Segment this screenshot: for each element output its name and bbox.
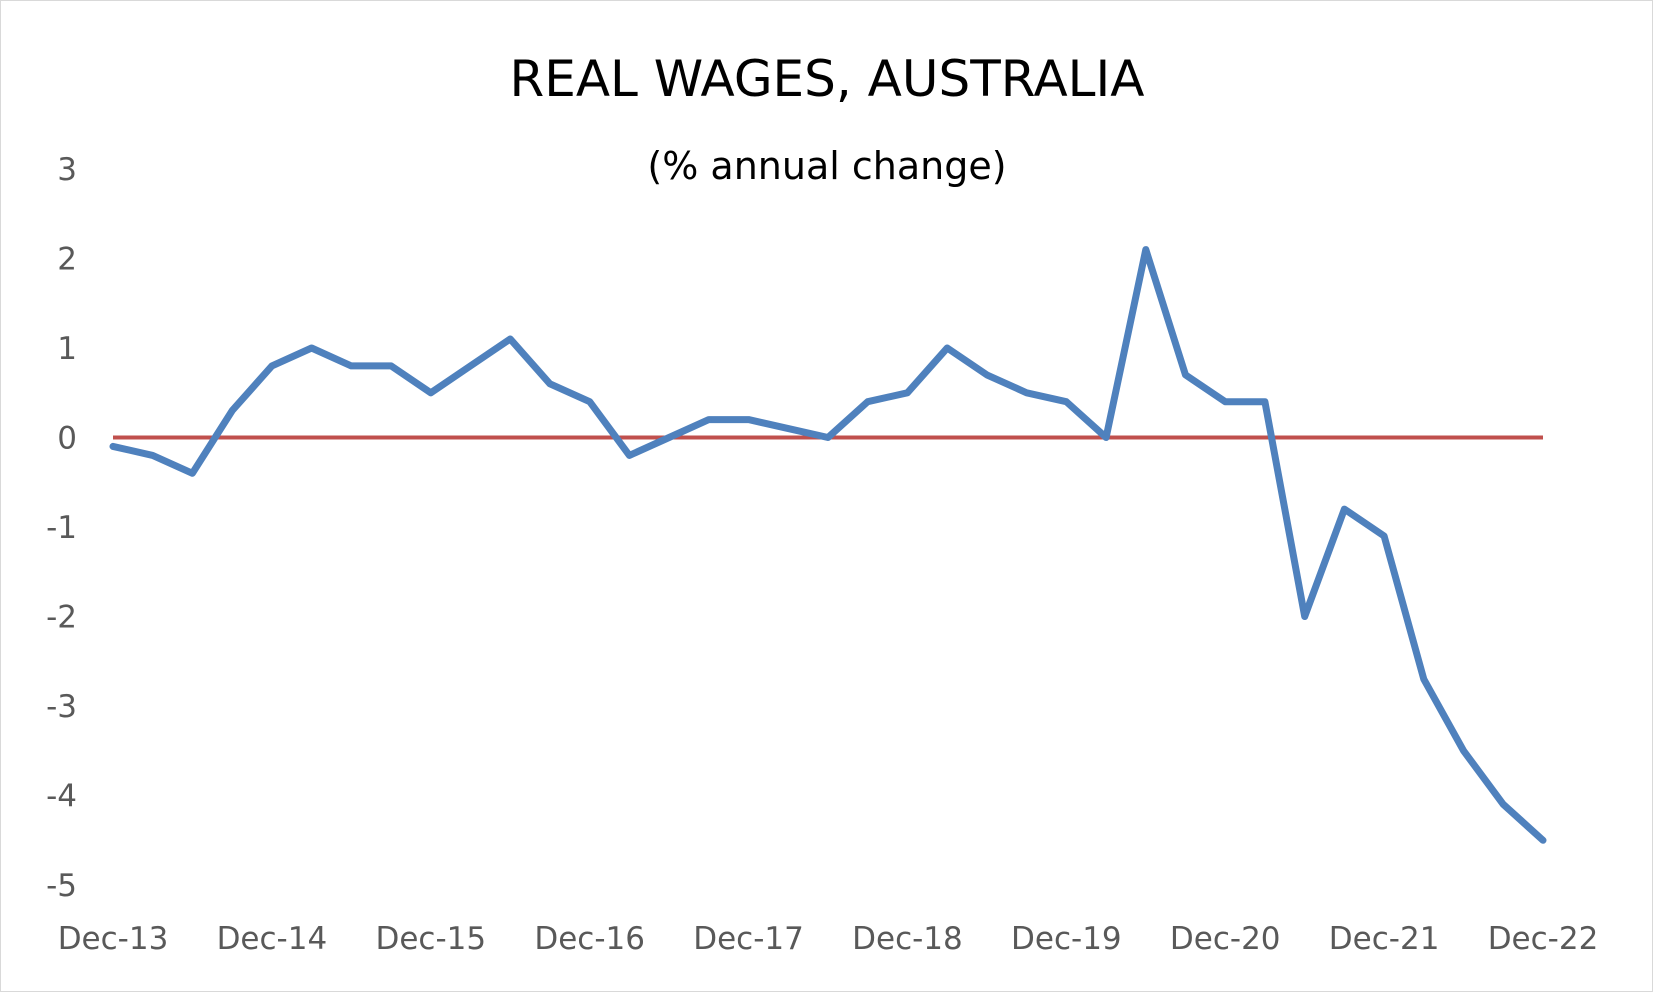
data-point	[705, 416, 712, 423]
data-point	[189, 470, 196, 477]
data-point	[507, 336, 514, 343]
data-point	[1023, 389, 1030, 396]
y-tick-label: 0	[57, 421, 77, 457]
data-point	[268, 362, 275, 369]
y-axis-tick-labels: 3 2 1 0 -1 -2 -3 -4 -5	[46, 152, 77, 904]
data-point	[388, 362, 395, 369]
data-point	[626, 452, 633, 459]
x-tick-label: Dec-16	[534, 921, 645, 957]
data-point	[149, 452, 156, 459]
x-tick-label: Dec-21	[1329, 921, 1440, 957]
data-point	[229, 407, 236, 414]
data-point	[1222, 398, 1229, 405]
chart-title: REAL WAGES, AUSTRALIA	[510, 50, 1145, 108]
real-wages-series-line	[109, 246, 1547, 844]
y-tick-label: -2	[46, 600, 77, 636]
x-tick-label: Dec-20	[1170, 921, 1281, 957]
data-point	[1142, 246, 1149, 253]
x-tick-label: Dec-22	[1488, 921, 1599, 957]
data-point	[1460, 747, 1467, 754]
y-tick-label: 2	[57, 242, 77, 278]
data-point	[1063, 398, 1070, 405]
x-tick-label: Dec-18	[852, 921, 963, 957]
data-point	[983, 371, 990, 378]
data-point	[745, 416, 752, 423]
data-point	[1301, 613, 1308, 620]
data-points	[110, 246, 1546, 844]
data-point	[467, 362, 474, 369]
y-tick-label: -4	[46, 779, 77, 815]
data-point	[1182, 371, 1189, 378]
data-point	[944, 345, 951, 351]
y-tick-label: -3	[46, 689, 77, 725]
data-point	[427, 389, 434, 396]
y-tick-label: 1	[57, 331, 77, 367]
data-point	[904, 389, 911, 396]
y-tick-label: -5	[46, 868, 77, 904]
data-point	[110, 443, 116, 450]
data-point	[1540, 837, 1546, 844]
data-point	[864, 398, 871, 405]
y-tick-label: 3	[57, 152, 77, 188]
data-point	[825, 434, 831, 441]
x-tick-label: Dec-13	[58, 921, 169, 957]
data-point	[1420, 676, 1427, 683]
data-point	[1103, 434, 1110, 441]
x-tick-label: Dec-17	[693, 921, 804, 957]
data-point	[1500, 801, 1507, 808]
y-tick-label: -1	[46, 510, 77, 546]
data-point	[785, 425, 792, 432]
data-point	[586, 398, 593, 405]
x-axis-tick-labels: Dec-13 Dec-14 Dec-15 Dec-16 Dec-17 Dec-18 Dec-…	[58, 921, 1599, 957]
x-tick-label: Dec-15	[375, 921, 486, 957]
x-tick-label: Dec-19	[1011, 921, 1122, 957]
data-point	[666, 434, 673, 441]
data-point	[1381, 532, 1388, 539]
data-point	[1341, 506, 1348, 513]
data-point	[308, 345, 315, 351]
data-point	[348, 362, 355, 369]
data-point	[1261, 398, 1268, 405]
chart-subtitle: (% annual change)	[647, 144, 1006, 188]
data-point	[546, 380, 553, 387]
x-tick-label: Dec-14	[217, 921, 328, 957]
